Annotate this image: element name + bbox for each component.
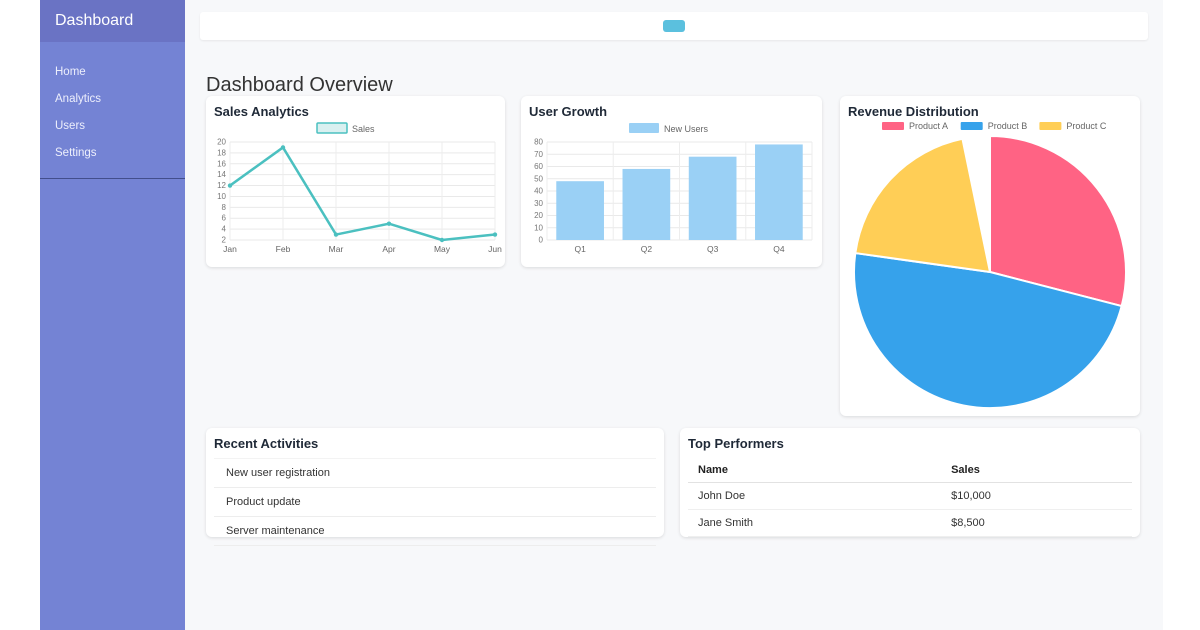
sidebar-title: Dashboard (55, 12, 134, 29)
sidebar-divider (40, 178, 185, 179)
activity-list: New user registration Product update Serve… (214, 458, 656, 546)
revenue-pie-chart-canvas[interactable]: Product A Product B Product C (848, 120, 1132, 410)
recent-activities-title: Recent Activities (214, 436, 319, 451)
svg-text:16: 16 (217, 159, 226, 168)
svg-text:80: 80 (534, 138, 543, 147)
sales-analytics-title: Sales Analytics (214, 104, 309, 119)
svg-text:Product A: Product A (909, 121, 948, 131)
svg-text:4: 4 (222, 225, 227, 234)
top-performers-title: Top Performers (688, 436, 784, 451)
user-growth-card: User Growth 0 10 20 30 40 50 60 70 80 Q1 Q2 Q3 Q4 New… (521, 96, 822, 267)
sidebar-nav: Home Analytics Users Settings (40, 42, 185, 166)
svg-text:Jan: Jan (223, 244, 237, 254)
svg-text:Sales: Sales (352, 124, 375, 134)
svg-text:6: 6 (222, 214, 227, 223)
activity-item: Server maintenance (214, 517, 656, 546)
svg-text:Apr: Apr (382, 244, 395, 254)
svg-text:20: 20 (217, 138, 226, 147)
column-header-name: Name (688, 458, 942, 483)
svg-text:14: 14 (217, 170, 226, 179)
svg-text:Q2: Q2 (641, 244, 653, 254)
activity-item: New user registration (214, 458, 656, 488)
svg-text:60: 60 (534, 162, 543, 171)
table-row: John Doe $10,000 (688, 482, 1132, 510)
sidebar: Dashboard Home Analytics Users Settings (40, 0, 185, 630)
svg-text:Product C: Product C (1066, 121, 1107, 131)
svg-text:New Users: New Users (664, 124, 709, 134)
cell-name: John Doe (688, 482, 942, 510)
svg-text:Product B: Product B (988, 121, 1028, 131)
svg-text:20: 20 (534, 211, 543, 220)
svg-text:30: 30 (534, 199, 543, 208)
sidebar-item-analytics[interactable]: Analytics (55, 92, 102, 105)
svg-text:10: 10 (534, 223, 543, 232)
svg-text:70: 70 (534, 150, 543, 159)
table-row: Jane Smith $8,500 (688, 509, 1132, 537)
svg-text:Q4: Q4 (773, 244, 785, 254)
sidebar-item-home[interactable]: Home (55, 65, 86, 78)
main-area: Dashboard Overview Sales Analytics 2 4 6 8 1… (185, 0, 1163, 630)
top-performers-card: Top Performers Name Sales John Doe $10,000… (680, 428, 1140, 537)
svg-text:2: 2 (222, 236, 227, 245)
cell-name: Jane Smith (688, 509, 942, 537)
page-title: Dashboard Overview (206, 74, 393, 97)
revenue-distribution-title: Revenue Distribution (848, 104, 979, 119)
svg-text:May: May (434, 244, 451, 254)
svg-text:18: 18 (217, 148, 226, 157)
user-growth-bar-chart-canvas[interactable]: 0 10 20 30 40 50 60 70 80 Q1 Q2 Q3 Q4 New Users (529, 120, 814, 258)
topbar-action-button[interactable] (663, 20, 685, 32)
sidebar-header: Dashboard (40, 0, 185, 42)
column-header-sales: Sales (941, 458, 1132, 483)
recent-activities-card: Recent Activities New user registration P… (206, 428, 664, 546)
svg-text:12: 12 (217, 181, 226, 190)
table-header-row: Name Sales (688, 458, 1132, 483)
svg-text:8: 8 (222, 203, 227, 212)
svg-text:Q3: Q3 (707, 244, 719, 254)
activity-item: Product update (214, 488, 656, 517)
cell-sales: $10,000 (941, 482, 1132, 510)
sidebar-item-settings[interactable]: Settings (55, 146, 97, 159)
sales-analytics-card: Sales Analytics 2 4 6 8 10 12 14 16 18 20 Jan Feb Ma… (206, 96, 505, 267)
topbar (200, 12, 1148, 40)
user-growth-title: User Growth (529, 104, 608, 119)
svg-text:10: 10 (217, 192, 226, 201)
cell-sales: $8,500 (941, 509, 1132, 537)
top-performers-table: Name Sales John Doe $10,000 Jane Smith $8,50… (688, 458, 1132, 537)
svg-text:50: 50 (534, 174, 543, 183)
svg-text:Q1: Q1 (574, 244, 586, 254)
svg-text:Feb: Feb (276, 244, 291, 254)
svg-text:0: 0 (539, 236, 544, 245)
svg-text:40: 40 (534, 187, 543, 196)
sidebar-item-users[interactable]: Users (55, 119, 86, 132)
svg-text:Mar: Mar (329, 244, 344, 254)
svg-text:Jun: Jun (488, 244, 502, 254)
